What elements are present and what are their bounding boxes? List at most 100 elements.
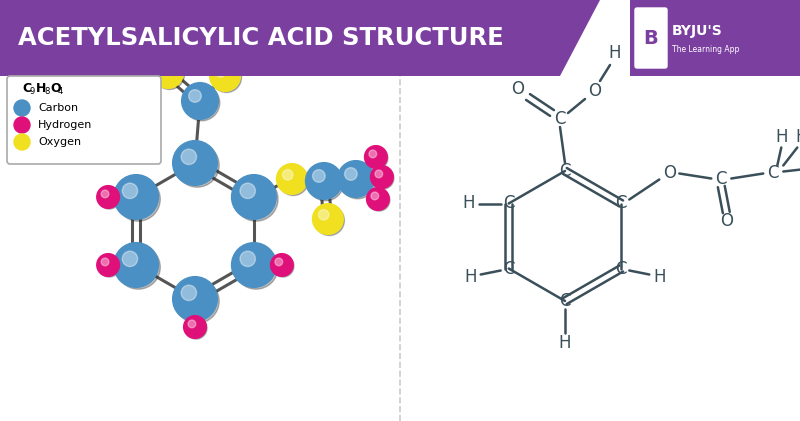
- Circle shape: [181, 149, 197, 165]
- Circle shape: [338, 161, 374, 197]
- Circle shape: [97, 186, 119, 208]
- Text: 9: 9: [30, 88, 35, 96]
- Circle shape: [275, 258, 282, 266]
- Circle shape: [210, 61, 240, 91]
- Text: H: H: [609, 44, 622, 62]
- Circle shape: [371, 166, 393, 188]
- Text: O: O: [589, 82, 602, 100]
- Circle shape: [306, 163, 342, 199]
- Text: Carbon: Carbon: [38, 103, 78, 113]
- Circle shape: [318, 210, 329, 220]
- Circle shape: [232, 175, 276, 219]
- FancyBboxPatch shape: [635, 8, 667, 68]
- Text: C: C: [503, 259, 514, 277]
- Text: 8: 8: [44, 88, 50, 96]
- Text: C: C: [559, 162, 570, 180]
- Circle shape: [188, 320, 196, 328]
- Circle shape: [184, 85, 220, 121]
- Circle shape: [181, 285, 197, 301]
- Text: 4: 4: [58, 88, 63, 96]
- Text: C: C: [503, 195, 514, 213]
- Circle shape: [240, 251, 255, 266]
- Circle shape: [189, 90, 202, 102]
- Text: B: B: [644, 29, 658, 48]
- FancyBboxPatch shape: [7, 76, 161, 164]
- Circle shape: [240, 183, 255, 199]
- Circle shape: [313, 170, 325, 182]
- Text: BYJU'S: BYJU'S: [672, 24, 722, 38]
- Text: C: C: [615, 195, 627, 213]
- Circle shape: [371, 192, 378, 200]
- Circle shape: [368, 189, 390, 211]
- Circle shape: [375, 170, 382, 178]
- Circle shape: [153, 58, 183, 88]
- Text: C: C: [615, 259, 627, 277]
- Text: H: H: [653, 267, 666, 285]
- Circle shape: [154, 59, 185, 90]
- Text: H: H: [775, 128, 787, 147]
- Text: O: O: [720, 211, 733, 229]
- Circle shape: [122, 251, 138, 266]
- Polygon shape: [0, 0, 600, 76]
- Circle shape: [345, 168, 357, 180]
- Circle shape: [173, 141, 217, 185]
- Circle shape: [211, 62, 242, 93]
- Circle shape: [272, 255, 294, 277]
- Circle shape: [175, 279, 219, 323]
- Circle shape: [182, 83, 218, 119]
- Text: O: O: [662, 165, 676, 182]
- Circle shape: [173, 277, 217, 321]
- Circle shape: [365, 146, 387, 168]
- Circle shape: [184, 316, 206, 338]
- Circle shape: [114, 175, 158, 219]
- Text: Oxygen: Oxygen: [38, 137, 81, 147]
- Circle shape: [219, 35, 241, 57]
- Circle shape: [14, 117, 30, 133]
- Text: C: C: [554, 110, 566, 128]
- Text: The Learning App: The Learning App: [672, 45, 739, 53]
- Circle shape: [14, 100, 30, 116]
- Circle shape: [158, 64, 169, 74]
- Circle shape: [223, 39, 230, 47]
- Circle shape: [366, 147, 388, 169]
- Text: C: C: [559, 292, 570, 310]
- Circle shape: [122, 183, 138, 199]
- Circle shape: [101, 258, 109, 266]
- Text: H: H: [462, 195, 475, 213]
- Text: O: O: [50, 83, 61, 96]
- Text: ACETYLSALICYLIC ACID STRUCTURE: ACETYLSALICYLIC ACID STRUCTURE: [18, 26, 504, 50]
- Text: H: H: [558, 334, 571, 352]
- Circle shape: [308, 165, 344, 201]
- Circle shape: [367, 188, 389, 210]
- Circle shape: [234, 177, 278, 221]
- Text: H: H: [465, 267, 477, 285]
- Text: C: C: [715, 170, 727, 187]
- Text: H: H: [36, 83, 46, 96]
- Circle shape: [234, 245, 278, 289]
- Circle shape: [14, 134, 30, 150]
- Text: C: C: [767, 165, 779, 182]
- Text: C: C: [22, 83, 31, 96]
- Circle shape: [340, 163, 376, 199]
- Circle shape: [314, 205, 344, 235]
- Circle shape: [277, 164, 307, 194]
- Circle shape: [185, 317, 207, 339]
- Circle shape: [215, 67, 226, 77]
- Circle shape: [101, 190, 109, 198]
- Circle shape: [282, 170, 293, 180]
- Circle shape: [116, 177, 160, 221]
- Circle shape: [114, 243, 158, 287]
- Text: H: H: [795, 128, 800, 147]
- Circle shape: [97, 254, 119, 276]
- Text: O: O: [511, 80, 525, 98]
- Circle shape: [98, 187, 120, 209]
- Circle shape: [116, 245, 160, 289]
- Circle shape: [271, 254, 293, 276]
- Circle shape: [175, 143, 219, 187]
- Circle shape: [372, 167, 394, 189]
- Polygon shape: [630, 0, 800, 76]
- Circle shape: [369, 150, 377, 158]
- Circle shape: [278, 165, 308, 195]
- Circle shape: [98, 255, 120, 277]
- Text: Hydrogen: Hydrogen: [38, 120, 92, 130]
